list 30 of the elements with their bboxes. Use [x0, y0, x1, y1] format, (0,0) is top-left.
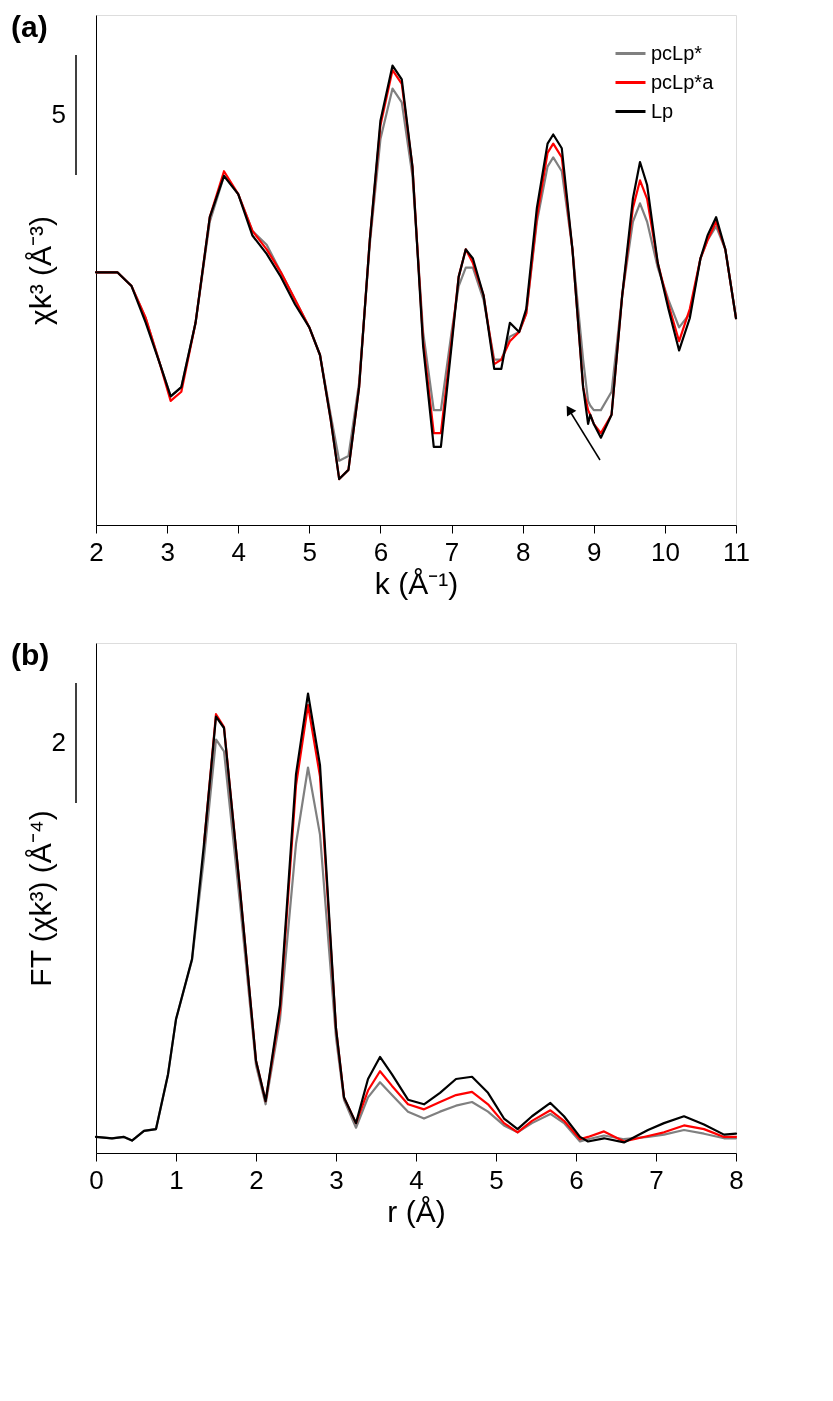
x-tick-label: 2	[249, 1164, 264, 1195]
text: (b)	[11, 638, 50, 671]
text: 5	[51, 99, 66, 129]
x-tick-label: 4	[231, 536, 246, 567]
legend-label: Lp	[651, 99, 674, 122]
x-tick-label: 2	[89, 536, 104, 567]
x-axis-title: k (Å⁻¹)	[374, 566, 459, 600]
y-axis-title: χk³ (Å⁻³)	[23, 215, 57, 326]
legend-label: pcLp*a	[651, 70, 715, 93]
x-tick-label: 3	[329, 1164, 344, 1195]
x-tick-label: 6	[569, 1164, 584, 1195]
x-tick-label: 10	[650, 536, 680, 567]
x-tick-label: 4	[409, 1164, 424, 1195]
x-tick-label: 8	[515, 536, 531, 567]
x-tick-label: 1	[169, 1164, 184, 1195]
x-tick-label: 7	[649, 1164, 664, 1195]
x-tick-label: 11	[723, 536, 750, 567]
y-axis-title: FT (χk³) (Å⁻⁴)	[23, 810, 57, 987]
x-tick-label: 0	[89, 1164, 104, 1195]
x-tick-label: 6	[373, 536, 389, 567]
x-tick-label: 3	[160, 536, 175, 567]
x-tick-label: 5	[489, 1164, 504, 1195]
text: 2	[51, 727, 66, 757]
x-tick-label: 5	[302, 536, 318, 567]
x-axis-title: r (Å)	[387, 1194, 446, 1228]
legend-label: pcLp*	[651, 41, 703, 64]
x-tick-label: 9	[587, 536, 602, 567]
text: (a)	[11, 10, 48, 43]
x-tick-label: 7	[444, 536, 460, 567]
x-tick-label: 8	[729, 1164, 744, 1195]
